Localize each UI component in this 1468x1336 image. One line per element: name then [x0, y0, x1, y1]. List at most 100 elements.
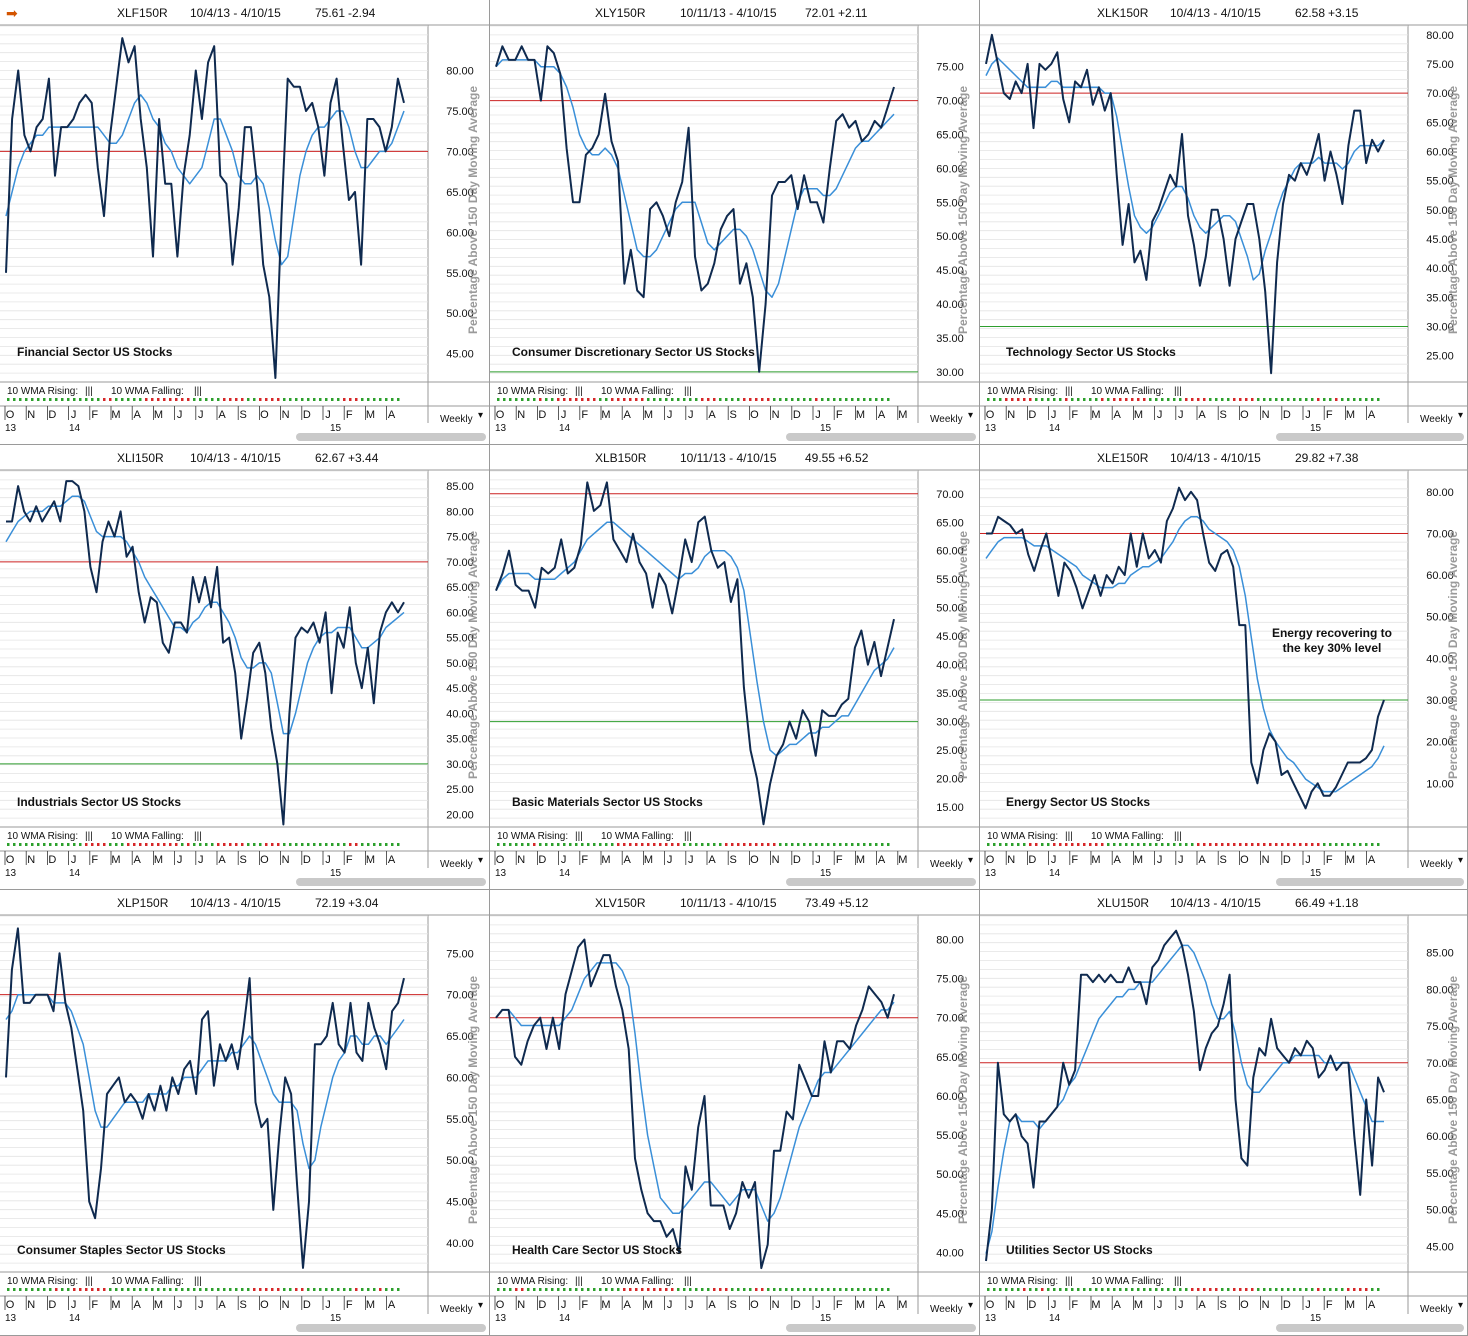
horizontal-scrollbar[interactable]	[296, 1324, 486, 1332]
y-tick-label: 75.00	[936, 62, 964, 74]
wma-falling-label: 10 WMA Falling:	[1091, 386, 1164, 397]
wma-direction-dot	[1113, 1288, 1116, 1291]
wma-direction-dot	[671, 843, 674, 846]
wma-direction-dot	[337, 398, 340, 401]
wma-falling-label: 10 WMA Falling:	[1091, 1276, 1164, 1287]
series-line-moving-average	[495, 962, 895, 1222]
y-tick-label: 50.00	[936, 1169, 964, 1181]
year-label: 15	[330, 868, 342, 879]
period-selector[interactable]: Weekly	[440, 859, 473, 870]
wma-direction-dot	[283, 843, 286, 846]
y-axis-label: Percentage Above 150 Day Moving Average	[466, 531, 480, 779]
horizontal-scrollbar[interactable]	[1276, 433, 1464, 441]
chart-panel-xlv150r: XLV150R 10/11/13 - 4/10/15 73.49 +5.12 80.00…	[490, 890, 980, 1336]
wma-direction-dot	[623, 1288, 626, 1291]
wma-direction-dot	[1305, 398, 1308, 401]
wma-direction-dot	[869, 398, 872, 401]
wma-direction-dot	[1341, 398, 1344, 401]
chart-header: XLF150R 10/4/13 - 4/10/15 75.61 -2.94	[0, 0, 489, 24]
y-tick-label: 20.00	[1426, 737, 1454, 749]
horizontal-scrollbar[interactable]	[296, 433, 486, 441]
month-tick-label: F	[1071, 1299, 1078, 1311]
wma-direction-dot	[755, 1288, 758, 1291]
wma-direction-dot	[157, 398, 160, 401]
wma-direction-dot	[235, 1288, 238, 1291]
wma-direction-dot	[1167, 843, 1170, 846]
wma-direction-dot	[241, 1288, 244, 1291]
wma-direction-dot	[1203, 843, 1206, 846]
month-tick-label: A	[878, 409, 886, 421]
wma-direction-dot	[169, 843, 172, 846]
wma-direction-dot	[1341, 843, 1344, 846]
header-change: +3.15	[1328, 6, 1359, 20]
wma-direction-dot	[521, 843, 524, 846]
wma-direction-dot	[49, 843, 52, 846]
horizontal-scrollbar[interactable]	[786, 878, 976, 886]
wma-direction-dot	[1047, 1288, 1050, 1291]
wma-direction-dot	[755, 843, 758, 846]
wma-direction-dot	[999, 843, 1002, 846]
chart-header: XLI150R 10/4/13 - 4/10/15 62.67 +3.44	[0, 445, 489, 469]
wma-direction-dot	[1221, 843, 1224, 846]
wma-direction-dot	[211, 843, 214, 846]
wma-direction-dot	[533, 843, 536, 846]
wma-direction-dot	[7, 1288, 10, 1291]
wma-direction-dot	[13, 1288, 16, 1291]
wma-direction-dot	[127, 843, 130, 846]
wma-direction-dot	[767, 843, 770, 846]
wma-direction-dot	[677, 398, 680, 401]
horizontal-scrollbar[interactable]	[1276, 1324, 1464, 1332]
y-tick-label: 75.00	[936, 974, 964, 986]
header-symbol: XLF150R	[117, 6, 168, 20]
header-symbol: XLK150R	[1097, 6, 1149, 20]
wma-direction-dot	[497, 398, 500, 401]
horizontal-scrollbar[interactable]	[1276, 878, 1464, 886]
y-tick-label: 40.00	[936, 1247, 964, 1259]
horizontal-scrollbar[interactable]	[786, 433, 976, 441]
period-selector[interactable]: Weekly	[1420, 859, 1453, 870]
period-selector[interactable]: Weekly	[930, 859, 963, 870]
horizontal-scrollbar[interactable]	[296, 878, 486, 886]
wma-direction-dot	[593, 1288, 596, 1291]
wma-direction-dot	[397, 1288, 400, 1291]
period-selector[interactable]: Weekly	[1420, 1304, 1453, 1315]
y-tick-label: 80.00	[1426, 984, 1454, 996]
y-tick-label: 45.00	[1426, 234, 1454, 246]
period-selector[interactable]: Weekly	[1420, 414, 1453, 425]
header-last: 75.61	[315, 6, 346, 20]
wma-direction-dot	[271, 398, 274, 401]
month-tick-label: A	[624, 854, 632, 866]
month-tick-label: J	[198, 409, 204, 421]
wma-direction-dot	[1119, 843, 1122, 846]
wma-direction-dot	[833, 1288, 836, 1291]
wma-direction-dot	[797, 1288, 800, 1291]
month-tick-label: A	[218, 409, 226, 421]
wma-direction-dot	[719, 1288, 722, 1291]
month-tick-label: J	[198, 854, 204, 866]
period-selector[interactable]: Weekly	[930, 1304, 963, 1315]
month-tick-label: M	[1346, 1299, 1355, 1311]
wma-direction-dot	[809, 843, 812, 846]
wma-direction-dot	[229, 1288, 232, 1291]
period-selector[interactable]: Weekly	[440, 1304, 473, 1315]
period-selector[interactable]: Weekly	[440, 414, 473, 425]
wma-direction-dot	[623, 398, 626, 401]
arrow-icon[interactable]: ➡	[6, 5, 18, 21]
sector-label: Energy Sector US Stocks	[1006, 795, 1150, 809]
horizontal-scrollbar[interactable]	[786, 1324, 976, 1332]
period-selector[interactable]: Weekly	[930, 414, 963, 425]
wma-direction-dot	[1143, 1288, 1146, 1291]
wma-direction-dot	[1161, 843, 1164, 846]
sector-label: Consumer Discretionary Sector US Stocks	[512, 345, 755, 359]
wma-direction-dot	[647, 1288, 650, 1291]
month-tick-label: M	[111, 409, 120, 421]
month-tick-label: M	[366, 409, 375, 421]
wma-direction-dot	[527, 843, 530, 846]
wma-direction-dot	[1227, 1288, 1230, 1291]
wma-direction-dot	[641, 843, 644, 846]
series-line-percent-above	[495, 45, 895, 373]
wma-direction-dot	[1011, 398, 1014, 401]
wma-direction-dot	[385, 398, 388, 401]
month-tick-label: F	[1071, 854, 1078, 866]
